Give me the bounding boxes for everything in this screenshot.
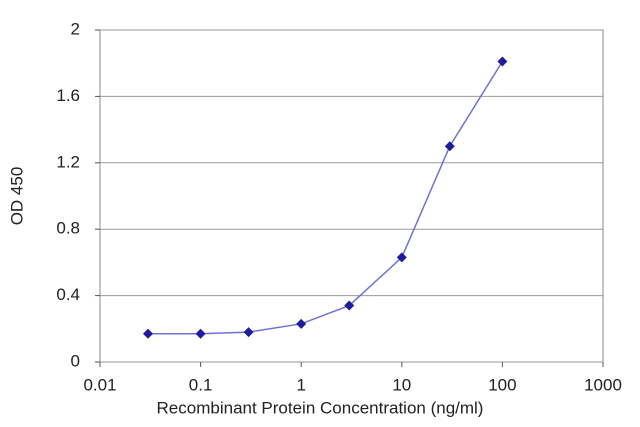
plot-frame [99, 29, 604, 363]
data-point [396, 252, 407, 263]
y-tick-label: 1.6 [56, 86, 80, 105]
x-tick-label: 10 [392, 375, 411, 394]
data-point [195, 328, 206, 339]
data-point [142, 328, 153, 339]
x-tick-label: 1000 [584, 375, 622, 394]
y-axis-label: OD 450 [7, 167, 26, 226]
y-tick-label: 0.4 [56, 285, 80, 304]
x-tick-label: 1 [296, 375, 305, 394]
y-tick-label: 0 [71, 351, 80, 370]
y-tick-label: 1.2 [56, 152, 80, 171]
x-tick-label: 100 [488, 375, 516, 394]
x-tick-label: 0.01 [83, 375, 116, 394]
x-axis-label: Recombinant Protein Concentration (ng/ml… [157, 398, 484, 417]
data-line [147, 61, 504, 335]
y-tick-label: 2 [71, 19, 80, 38]
data-point [243, 327, 254, 338]
x-tick-label: 0.1 [189, 375, 213, 394]
y-tick-label: 0.8 [56, 219, 80, 238]
data-point [444, 141, 455, 152]
data-point [344, 300, 355, 311]
data-point [497, 56, 508, 67]
data-point [296, 318, 307, 329]
